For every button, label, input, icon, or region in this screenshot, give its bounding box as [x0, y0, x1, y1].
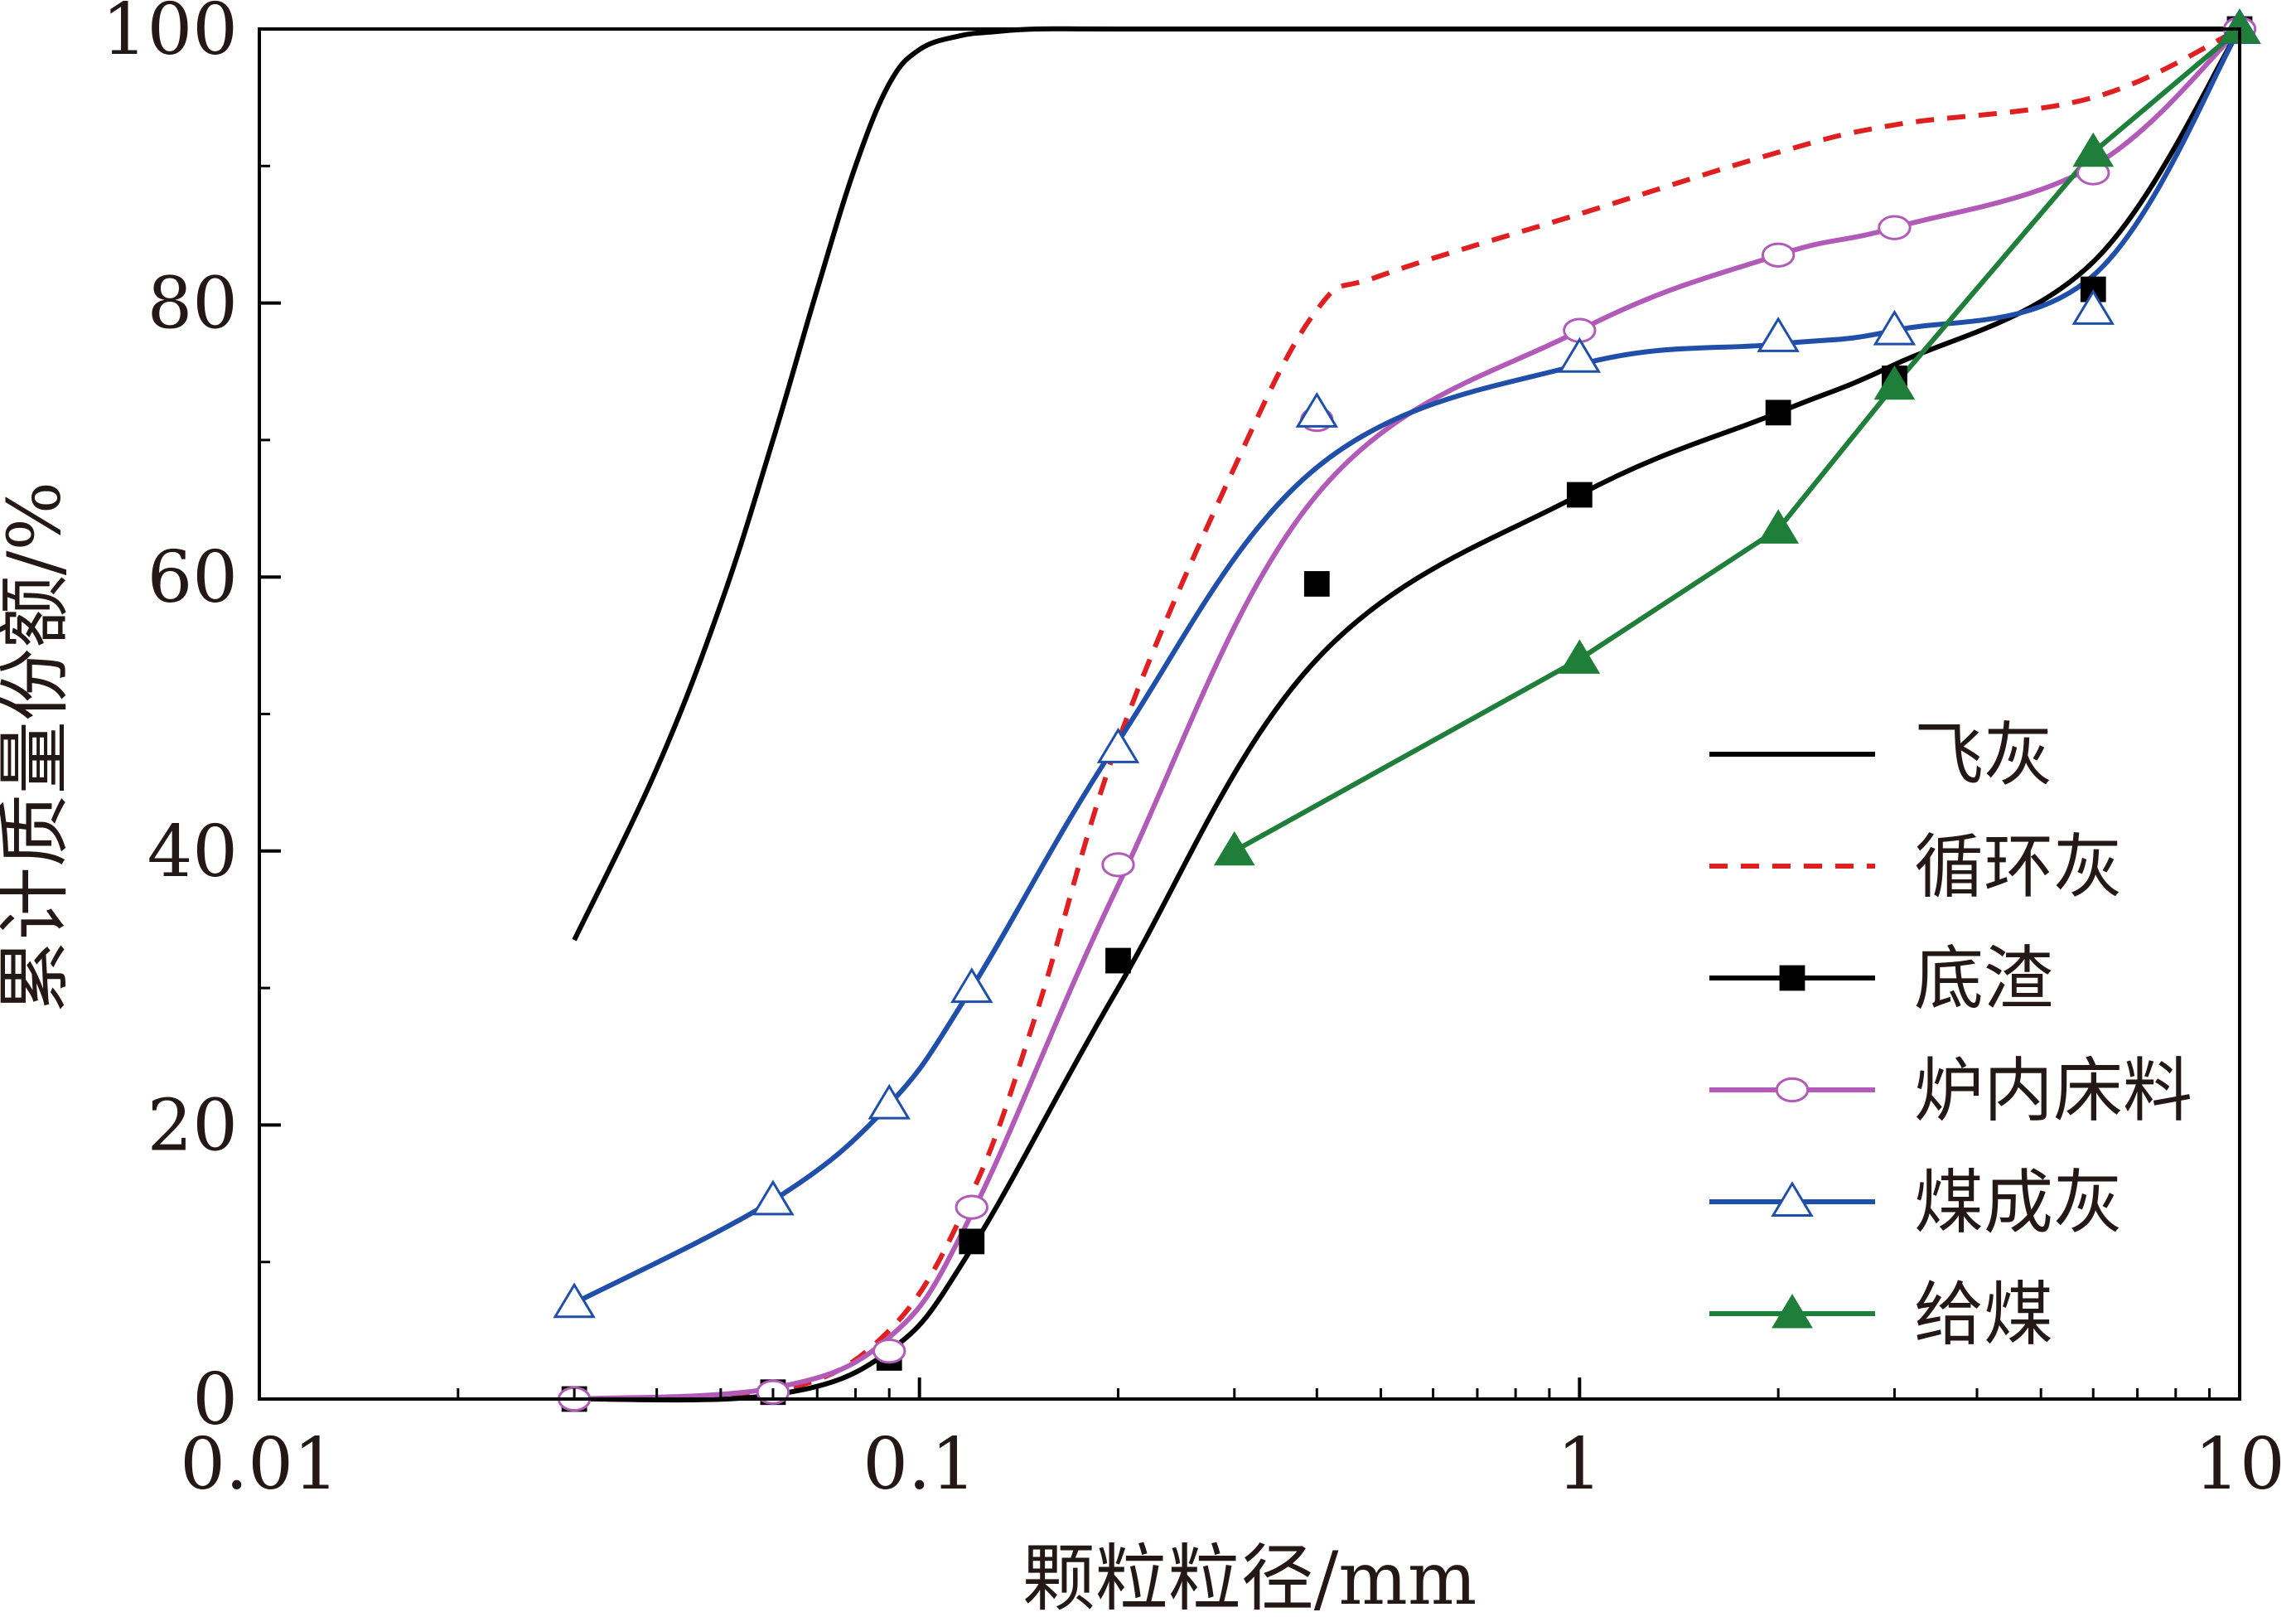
y-axis-label: 累计质量份额/%	[0, 482, 77, 1013]
series-3-point-6	[1303, 571, 1330, 597]
legend-label-2: 循环灰	[1914, 826, 2123, 908]
series-6-point-5	[2072, 132, 2115, 167]
series-6-point-3	[1757, 509, 1800, 544]
legend-marker-3	[1779, 965, 1805, 991]
markers-layer	[553, 8, 2261, 1412]
series-5-point-9	[1873, 309, 1917, 346]
series-line-5	[573, 27, 2242, 1305]
series-6-point-2	[1559, 639, 1601, 674]
x-tick-label-3: 1	[1557, 1423, 1602, 1506]
x-tick-label-4: 10	[2194, 1423, 2284, 1506]
series-4-point-9	[1878, 215, 1912, 240]
series-6-point-1	[1213, 830, 1255, 866]
legend-marker-6	[1772, 1294, 1813, 1329]
series-5-point-8	[1757, 317, 1800, 352]
y-tick-label-5: 80	[147, 263, 238, 346]
series-5-point-10	[2071, 288, 2115, 325]
series-3-point-4	[959, 1228, 985, 1255]
series-4-point-8	[1761, 242, 1796, 268]
legend-label-1: 飞灰	[1914, 714, 2053, 796]
series-line-6	[1233, 27, 2241, 854]
legend-label-5: 煤成灰	[1914, 1162, 2123, 1243]
series-4-point-3	[872, 1339, 906, 1364]
x-tick-label-2: 0.1	[863, 1423, 976, 1506]
series-5-point-3	[868, 1083, 911, 1120]
series-3-point-5	[1105, 947, 1131, 974]
x-axis-label: 颗粒粒径/mm	[1022, 1536, 1477, 1617]
x-tick-label-1: 0.01	[180, 1423, 338, 1506]
series-5-point-1	[553, 1282, 596, 1319]
series-5-point-2	[752, 1179, 795, 1216]
series-5-point-4	[950, 967, 993, 1004]
y-tick-label-1: 0	[192, 1358, 238, 1441]
legend-label-4: 炉内床料	[1914, 1050, 2192, 1131]
series-5-point-7	[1558, 336, 1602, 373]
y-tick-label-3: 40	[147, 811, 238, 893]
series-4-point-4	[955, 1194, 988, 1220]
legend-marker-5	[1771, 1181, 1814, 1217]
legend-label-3: 底渣	[1914, 938, 2053, 1019]
y-tick-label-4: 60	[147, 536, 238, 619]
series-4-point-5	[1101, 852, 1135, 878]
series-3-point-7	[1566, 482, 1593, 508]
series-6-point-4	[1873, 365, 1916, 400]
y-tick-label-6: 100	[102, 0, 238, 71]
legend-label-6: 给煤	[1914, 1274, 2053, 1355]
axes-layer	[258, 27, 2241, 1401]
series-3-point-8	[1765, 399, 1791, 426]
series-5-point-6	[1295, 391, 1339, 428]
y-tick-label-2: 20	[147, 1084, 238, 1167]
series-5-point-5	[1096, 727, 1140, 763]
legend-marker-4	[1775, 1077, 1810, 1103]
